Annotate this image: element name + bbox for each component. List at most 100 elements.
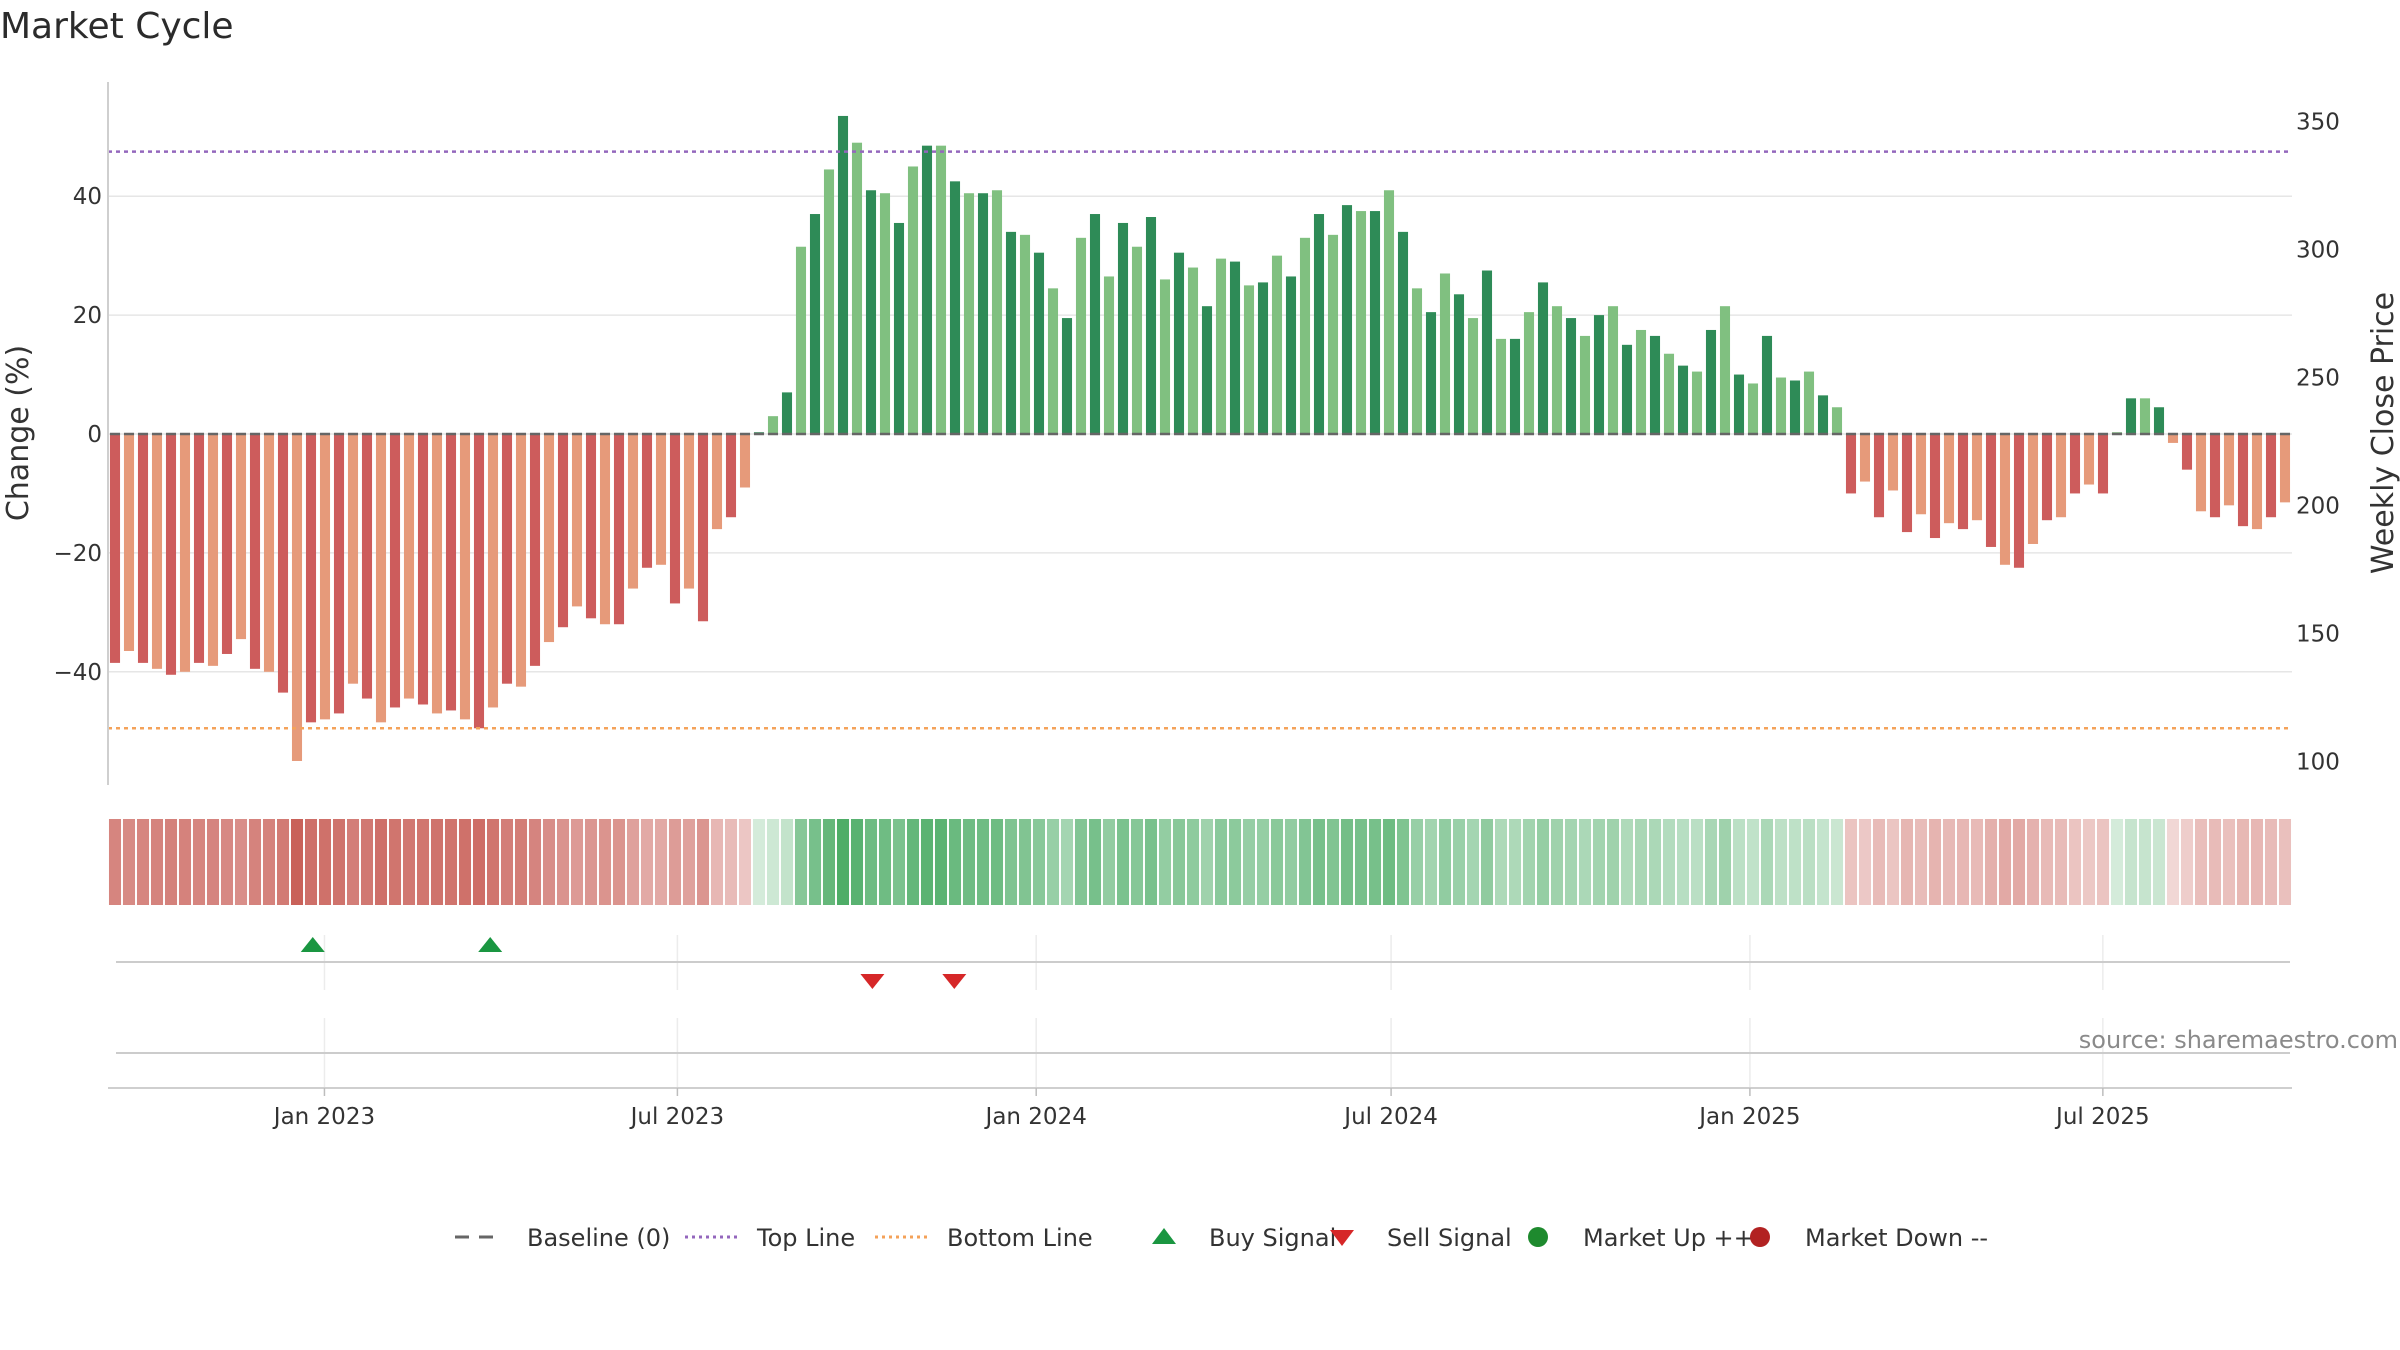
legend-item: Market Up ++ — [1528, 1224, 1754, 1252]
change-bar — [809, 214, 821, 434]
change-bar — [1915, 434, 1927, 515]
heat-cell — [2194, 819, 2208, 905]
change-bar — [1397, 231, 1409, 434]
cycle-heat-strip — [108, 819, 2292, 905]
change-bar — [263, 434, 275, 672]
heat-cell — [570, 819, 584, 905]
change-bar — [1733, 374, 1745, 434]
heat-cell — [780, 819, 794, 905]
heat-cell — [206, 819, 220, 905]
heat-cell — [1732, 819, 1746, 905]
heat-cell — [444, 819, 458, 905]
heat-cell — [1312, 819, 1326, 905]
change-bar — [375, 434, 387, 723]
heat-cell — [1802, 819, 1816, 905]
y-tick-label: −40 — [53, 660, 102, 686]
change-bar — [459, 434, 471, 720]
heat-cell — [1186, 819, 1200, 905]
heat-cell — [1466, 819, 1480, 905]
change-bar — [529, 434, 541, 666]
change-bar — [1789, 380, 1801, 434]
heat-cell — [2026, 819, 2040, 905]
heat-cell — [1284, 819, 1298, 905]
legend-item: Bottom Line — [875, 1224, 1093, 1252]
change-bar — [865, 190, 877, 434]
y-tick-label: 0 — [87, 422, 102, 448]
heat-cell — [1088, 819, 1102, 905]
change-bar — [599, 434, 611, 625]
heat-cell — [738, 819, 752, 905]
heat-cell — [1984, 819, 1998, 905]
change-bar — [627, 434, 639, 589]
heat-cell — [164, 819, 178, 905]
heat-cell — [906, 819, 920, 905]
heat-cell — [1676, 819, 1690, 905]
heat-cell — [850, 819, 864, 905]
heat-cell — [346, 819, 360, 905]
heat-cell — [934, 819, 948, 905]
change-bar — [1173, 252, 1185, 434]
heat-cell — [1858, 819, 1872, 905]
y2-tick-label: 250 — [2296, 366, 2340, 392]
change-bar — [1565, 318, 1577, 434]
heat-cell — [1102, 819, 1116, 905]
change-bar — [277, 434, 289, 693]
heat-cell — [892, 819, 906, 905]
change-bar — [1439, 273, 1451, 434]
legend-item: Sell Signal — [1330, 1224, 1512, 1252]
heat-cell — [1158, 819, 1172, 905]
heat-cell — [318, 819, 332, 905]
change-bar — [669, 434, 681, 604]
heat-cell — [1592, 819, 1606, 905]
heat-cell — [1242, 819, 1256, 905]
buy-signal-marker — [478, 937, 503, 952]
heat-cell — [1382, 819, 1396, 905]
heat-cell — [2208, 819, 2222, 905]
heat-cell — [1060, 819, 1074, 905]
y-tick-label: 40 — [73, 184, 102, 210]
change-bar — [1719, 306, 1731, 434]
gridlines — [108, 195, 2292, 673]
heat-cell — [248, 819, 262, 905]
heat-cell — [976, 819, 990, 905]
heat-cell — [1494, 819, 1508, 905]
heat-cell — [710, 819, 724, 905]
change-bar — [1537, 282, 1549, 434]
heat-cell — [416, 819, 430, 905]
heat-cell — [1438, 819, 1452, 905]
heat-cell — [1424, 819, 1438, 905]
x-tick-label: Jul 2025 — [2054, 1104, 2150, 1130]
heat-cell — [2082, 819, 2096, 905]
change-bar — [193, 434, 205, 663]
heat-cell — [262, 819, 276, 905]
heat-cell — [220, 819, 234, 905]
heat-cell — [374, 819, 388, 905]
change-bar — [207, 434, 219, 666]
change-bar — [123, 434, 135, 651]
change-bar — [2167, 434, 2179, 443]
legend: Baseline (0) Top Line Bottom Line Buy Signa… — [455, 1224, 1988, 1252]
change-bar — [1803, 371, 1815, 434]
axes: −40 −20 0 20 40 100 150 200 250 300 350 — [53, 82, 2340, 785]
heat-cell — [1970, 819, 1984, 905]
change-bar — [109, 434, 121, 663]
circle-icon — [1750, 1227, 1770, 1247]
change-bar — [2083, 434, 2095, 485]
heat-cell — [920, 819, 934, 905]
heat-cell — [1886, 819, 1900, 905]
heat-cell — [668, 819, 682, 905]
change-bar — [1607, 306, 1619, 434]
heat-cell — [1536, 819, 1550, 905]
heat-cell — [598, 819, 612, 905]
chart-title: Market Cycle — [0, 6, 234, 47]
change-bar — [837, 115, 849, 434]
heat-cell — [1018, 819, 1032, 905]
change-bar — [1957, 434, 1969, 530]
buy-signal-marker — [300, 937, 325, 952]
change-bar — [1985, 434, 1997, 547]
change-bar — [1509, 338, 1521, 434]
change-bar — [235, 434, 247, 640]
change-bar — [2125, 398, 2137, 434]
heat-cell — [1788, 819, 1802, 905]
change-bar — [2237, 434, 2249, 527]
